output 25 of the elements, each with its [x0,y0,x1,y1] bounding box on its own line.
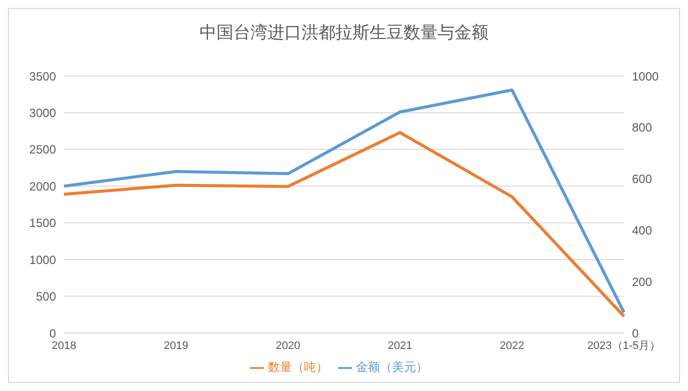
y-tick-label: 500 [36,290,56,304]
y2-tick-label: 600 [632,172,652,186]
y2-tick-label: 800 [632,120,652,135]
y2-tick-label: 200 [632,274,652,289]
y-tick-label: 1000 [29,252,56,267]
x-tick-label: 2019 [164,340,188,352]
y2-tick-label: 0 [632,326,639,340]
y-tick-label: 3000 [29,106,56,120]
legend-label: 金额（美元） [356,360,428,374]
line-series [62,88,626,314]
y-tick-label: 0 [49,326,56,340]
y-tick-label: 2000 [29,179,56,194]
x-tick-label: 2021 [388,340,412,352]
x-tick-label: 2023（1-5月） [587,340,661,352]
y-tick-label: 1500 [29,216,56,230]
chart-title: 中国台湾进口洪都拉斯生豆数量与金额 [198,22,490,44]
x-tick-label: 2020 [276,340,300,352]
x-tick-label: 2018 [52,340,76,352]
line-series [62,131,626,318]
y-tick-label: 2500 [29,142,56,157]
y2-tick-label: 1000 [632,69,660,84]
y2-tick-label: 400 [632,223,652,238]
legend-label: 数量（吨） [268,360,328,374]
y-tick-label: 3500 [29,69,56,84]
x-tick-label: 2022 [500,340,524,352]
